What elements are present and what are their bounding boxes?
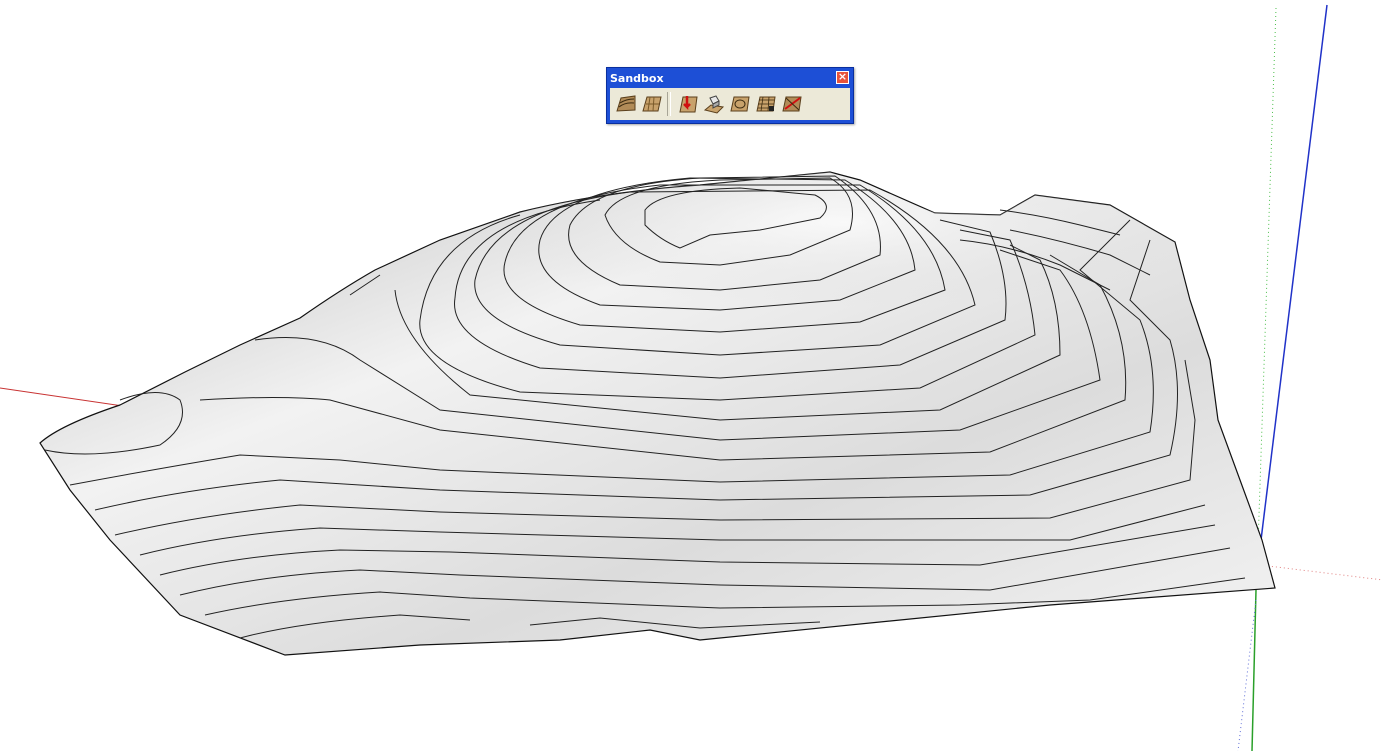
blue-axis-solid [1260, 4, 1328, 541]
smoove-icon [679, 96, 698, 113]
close-icon[interactable]: × [836, 70, 849, 84]
contour-line [139, 504, 1206, 556]
contour-line [254, 249, 1101, 441]
from-contours-button[interactable] [613, 90, 639, 118]
contour-line [114, 359, 1196, 536]
stamp-button[interactable] [701, 90, 727, 118]
contour-line [454, 199, 1007, 379]
contour-line [959, 209, 1151, 291]
contour-line [568, 175, 881, 291]
contour-line [94, 239, 1178, 511]
contour-line [199, 254, 1127, 461]
add-detail-button[interactable] [753, 90, 779, 118]
green-axis-dotted [1257, 7, 1277, 546]
from-scratch-button[interactable] [639, 90, 665, 118]
contour-line [44, 392, 183, 455]
green-axis-solid [1251, 589, 1257, 751]
toolbar-button-row [610, 88, 850, 120]
contour-lines [44, 175, 1246, 639]
contour-line [204, 577, 1246, 616]
contour-line [503, 184, 946, 333]
contour-line [239, 614, 821, 639]
add-detail-icon [756, 96, 776, 112]
contour-line [349, 244, 1061, 421]
from-scratch-icon [642, 96, 662, 112]
red-axis-dotted [1259, 564, 1383, 581]
drape-button[interactable] [727, 90, 753, 118]
contour-line [179, 547, 1231, 596]
terrain-peak-highlight [420, 172, 1190, 340]
toolbar-title[interactable]: Sandbox [610, 72, 664, 85]
drape-icon [730, 96, 750, 112]
contour-line [159, 524, 1216, 576]
toolbar-separator [667, 92, 671, 116]
contour-line [644, 187, 827, 249]
flip-edge-button[interactable] [779, 90, 805, 118]
smoove-button[interactable] [675, 90, 701, 118]
blue-axis-dotted [1237, 599, 1257, 751]
contour-line [69, 219, 1154, 486]
sandbox-toolbar-window[interactable]: Sandbox × [606, 67, 854, 124]
contour-line [474, 189, 976, 356]
flip-edge-icon [782, 96, 802, 112]
stamp-icon [703, 95, 725, 114]
from-contours-icon [616, 95, 636, 112]
contour-line [419, 214, 1036, 401]
